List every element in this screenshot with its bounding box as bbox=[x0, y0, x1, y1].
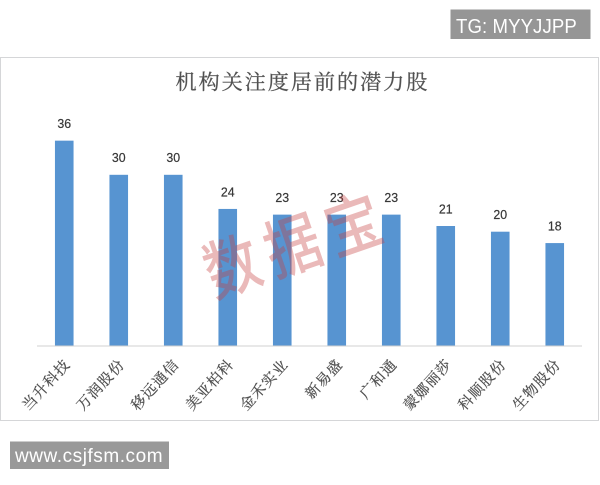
svg-text:30: 30 bbox=[166, 151, 180, 165]
svg-text:23: 23 bbox=[330, 191, 344, 205]
svg-text:TG: MYYJJPP: TG: MYYJJPP bbox=[456, 16, 577, 38]
svg-text:24: 24 bbox=[221, 185, 235, 199]
svg-text:18: 18 bbox=[548, 219, 562, 233]
svg-text:23: 23 bbox=[275, 191, 289, 205]
svg-text:20: 20 bbox=[493, 208, 507, 222]
svg-text:21: 21 bbox=[439, 202, 453, 216]
svg-text:36: 36 bbox=[57, 117, 71, 131]
svg-text:30: 30 bbox=[112, 151, 126, 165]
svg-text:www.csjfsm.com: www.csjfsm.com bbox=[14, 446, 163, 467]
svg-text:23: 23 bbox=[384, 191, 398, 205]
